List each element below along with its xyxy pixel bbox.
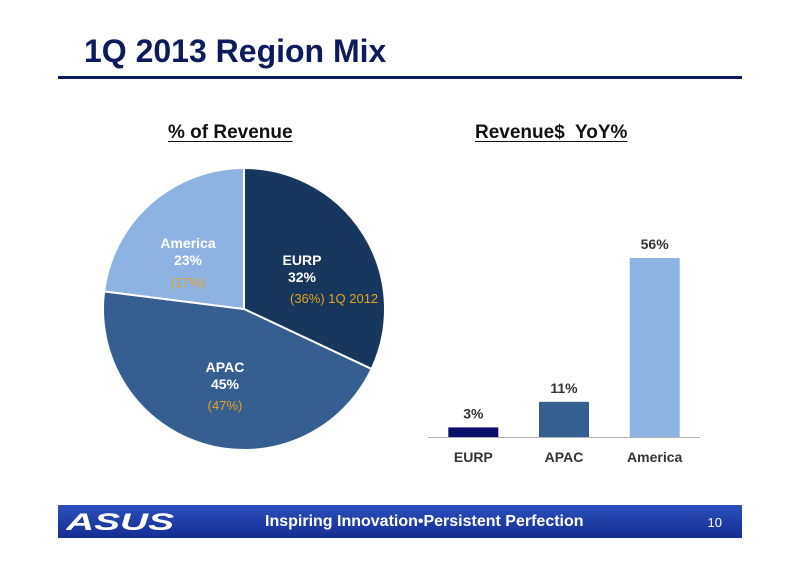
pie-slice-apac — [102, 290, 373, 451]
pie-label-eurp: EURP — [283, 252, 322, 268]
pie-label-apac: APAC — [206, 359, 245, 375]
pie-value-label-eurp: 32% — [288, 269, 317, 285]
title-divider — [58, 76, 742, 79]
bar-data-label-america: 56% — [641, 236, 670, 252]
bar-data-label-eurp: 3% — [463, 405, 484, 421]
slide-title: 1Q 2013 Region Mix — [84, 33, 387, 69]
pie-slice-america — [102, 166, 245, 311]
bar-eurp — [448, 427, 499, 437]
asus-logo-text: ASUS — [66, 510, 174, 533]
footer-bar: ASUS Inspiring Innovation•Persistent Per… — [58, 505, 742, 538]
bar-chart-title: Revenue$ YoY% — [475, 122, 628, 143]
pie-prior-label-apac: (47%) — [208, 398, 243, 413]
pie-prior-label-eurp: (36%) 1Q 2012 — [290, 291, 378, 306]
bar-apac — [539, 401, 589, 437]
bar-data-label-apac: 11% — [550, 380, 578, 396]
pie-prior-label-america: (17%) — [171, 275, 206, 290]
pie-chart-title: % of Revenue — [168, 122, 293, 143]
page-number: 10 — [707, 515, 722, 530]
footer-tagline: Inspiring Innovation•Persistent Perfecti… — [265, 513, 584, 530]
bar-category-label-eurp: EURP — [454, 449, 493, 465]
bar-category-label-apac: APAC — [545, 449, 584, 465]
bar-america — [629, 258, 680, 437]
asus-logo: ASUS — [66, 510, 174, 533]
bar-category-label-america: America — [627, 449, 682, 465]
pie-value-label-america: 23% — [174, 252, 203, 268]
bar-chart: 3% EURP 11% APAC 56% America — [428, 236, 700, 465]
pie-value-label-apac: 45% — [211, 376, 240, 392]
pie-label-america: America — [160, 235, 215, 251]
pie-slice-eurp — [243, 166, 386, 371]
